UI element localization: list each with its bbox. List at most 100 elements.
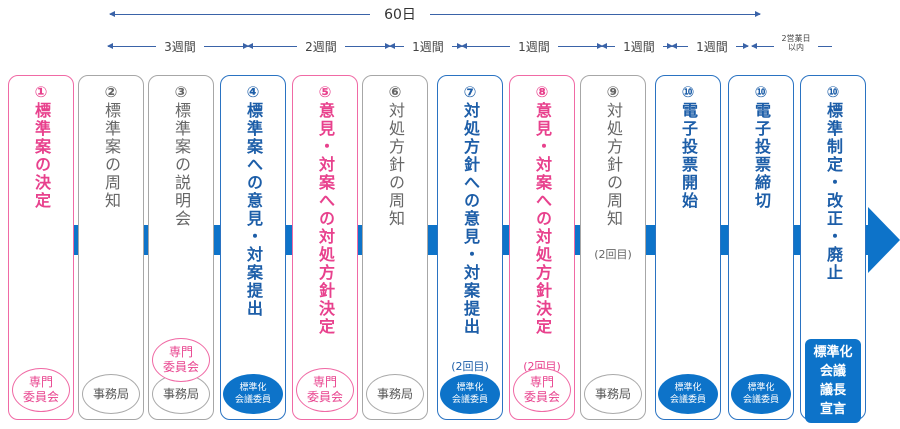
badge-line: 委員会	[523, 390, 560, 404]
step-text: 意見・対案への対処方針決定	[533, 102, 552, 336]
step-card-2: ② 標準案の周知事務局	[78, 75, 144, 420]
badge-line: 標準化	[456, 383, 484, 393]
arrowhead-left-icon	[247, 43, 253, 49]
step-card-11: ⑩ 電子投票締切標準化会議委員	[728, 75, 794, 420]
step-card-6: ⑥ 対処方針の周知 事務局	[362, 75, 428, 420]
step-number: ①	[34, 83, 48, 101]
badge-line: 会議委員	[742, 395, 779, 405]
step-card-7: ⑦ 対処方針への意見・対案提出 (2回目) 標準化 会議委員	[437, 75, 503, 420]
arrowhead-right-icon	[743, 43, 749, 49]
step-text: 対処方針の周知	[604, 102, 623, 228]
step-text: 標準案への意見・対案提出	[244, 102, 263, 318]
owner-badge: 標準化 会議委員	[223, 374, 283, 414]
step-card-1: ① 標準案の決定専門 委員会	[8, 75, 74, 420]
step-text: 対処方針への意見・対案提出	[461, 102, 480, 336]
owner-badge: 専門 委員会	[296, 368, 354, 412]
badge-line: 事務局	[594, 387, 631, 401]
duration-label: 3週間	[156, 38, 204, 55]
step-card-5: ⑤ 意見・対案への対処方針決定専門 委員会	[292, 75, 358, 420]
arrowhead-left-icon	[107, 43, 113, 49]
step-number: ⑧	[535, 83, 549, 101]
duration-label: 1週間	[404, 38, 452, 55]
step-text: 標準案の決定	[32, 102, 51, 210]
badge-line: 事務局	[92, 387, 129, 401]
owner-badge: 標準化 会議委員	[658, 374, 718, 414]
step-card-9: ⑨ 対処方針の周知 (2回目) 事務局	[580, 75, 646, 420]
arrowhead-left-icon	[389, 43, 395, 49]
step-number: ②	[104, 83, 118, 101]
step-subtext: (2回目)	[594, 248, 632, 261]
step-text: 標準案の説明会	[172, 102, 191, 228]
owner-badge: 専門 委員会	[12, 368, 70, 412]
arrowhead-left-icon	[109, 11, 115, 17]
duration-label-last: 2営業日 以内	[774, 34, 818, 52]
badge-line: 専門	[168, 345, 193, 359]
badge-line: 専門	[529, 375, 554, 389]
badge-line: 標準化	[747, 383, 775, 393]
badge-line: 委員会	[22, 390, 59, 404]
badge-line: 会議委員	[669, 395, 706, 405]
duration-label: 1週間	[688, 38, 736, 55]
badge-line: 事務局	[376, 387, 413, 401]
step-number: ⑤	[318, 83, 332, 101]
arrowhead-left-icon	[461, 43, 467, 49]
duration-label: 2週間	[297, 38, 345, 55]
owner-badge: 標準化 会議 議長 宣言	[805, 339, 861, 423]
owner-badge: 事務局	[82, 374, 140, 414]
step-text: 標準案の周知	[102, 102, 121, 210]
badge-line: 標準化	[239, 383, 267, 393]
badge-line: 専門	[312, 375, 337, 389]
step-text: 電子投票開始	[679, 102, 698, 210]
step-card-10: ⑩ 電子投票開始標準化会議委員	[655, 75, 721, 420]
step-card-3: ③ 標準案の説明会事務局 専門 委員会	[148, 75, 214, 420]
step-number: ④	[246, 83, 260, 101]
arrowhead-right-icon	[667, 43, 673, 49]
badge-line: 議長	[819, 383, 846, 398]
step-number: ⑨	[606, 83, 620, 101]
owner-badge: 標準化 会議委員	[731, 374, 791, 414]
badge-line: 専門	[28, 375, 53, 389]
owner-badge: 事務局	[584, 374, 642, 414]
duration-label-line: 以内	[788, 43, 804, 52]
step-card-4: ④ 標準案への意見・対案提出標準化会議委員	[220, 75, 286, 420]
extra-owner-badge: 専門 委員会	[152, 338, 210, 382]
badge-line: 宣言	[819, 402, 846, 417]
step-card-12: ⑩ 標準制定・改正・廃止標準化会議議長宣言	[800, 75, 866, 423]
step-subtext: (2回目)	[451, 360, 489, 373]
total-duration-label: 60日	[370, 4, 430, 24]
step-number: ⑩	[826, 83, 840, 101]
badge-line: 標準化	[674, 383, 702, 393]
arrowhead-right-icon	[597, 43, 603, 49]
step-number: ⑥	[388, 83, 402, 101]
badge-line: 標準化	[813, 345, 853, 360]
step-text: 標準制定・改正・廃止	[824, 102, 843, 282]
step-number: ⑦	[463, 83, 477, 101]
arrowhead-right-icon	[755, 11, 761, 17]
step-text: 意見・対案への対処方針決定	[316, 102, 335, 336]
badge-line: 会議委員	[451, 395, 488, 405]
owner-badge: 事務局	[366, 374, 424, 414]
duration-label-line: 2営業日	[781, 34, 811, 43]
step-number: ⑩	[754, 83, 768, 101]
owner-badge: 専門 委員会	[513, 368, 571, 412]
timeline-60-arrow	[109, 11, 761, 17]
step-card-8: ⑧ 意見・対案への対処方針決定 (2回目) 専門 委員会	[509, 75, 575, 420]
arrowhead-right-icon	[243, 43, 249, 49]
step-number: ③	[174, 83, 188, 101]
duration-label: 1週間	[615, 38, 663, 55]
owner-badge: 標準化 会議委員	[440, 374, 500, 414]
badge-line: 会議委員	[234, 395, 271, 405]
arrowhead-left-icon	[671, 43, 677, 49]
arrowhead-left-icon	[601, 43, 607, 49]
badge-line: 会議	[819, 364, 846, 379]
arrowhead-left-icon	[751, 43, 757, 49]
arrowhead-right-icon	[385, 43, 391, 49]
duration-label: 1週間	[510, 38, 558, 55]
arrowhead-right-icon	[457, 43, 463, 49]
step-number: ⑩	[681, 83, 695, 101]
badge-line: 事務局	[162, 387, 199, 401]
badge-line: 委員会	[162, 360, 199, 374]
badge-line: 委員会	[306, 390, 343, 404]
step-text: 電子投票締切	[752, 102, 771, 210]
process-arrow-tip-icon	[868, 207, 900, 273]
